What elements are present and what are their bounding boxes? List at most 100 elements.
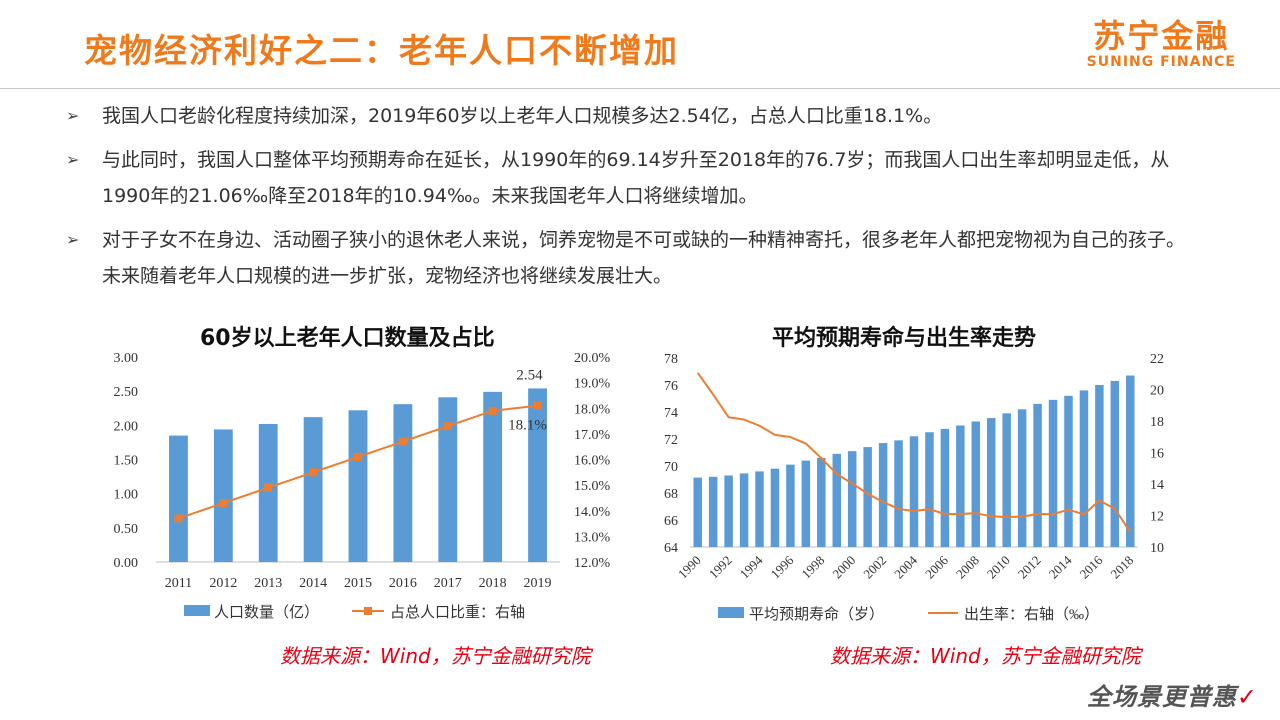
- bullet-text: 我国人口老龄化程度持续加深，2019年60岁以上老年人口规模多达2.54亿，占总…: [102, 105, 943, 127]
- y-tick-label: 72: [664, 433, 678, 448]
- y-tick-label: 76: [664, 379, 678, 394]
- y2-tick-label: 19.0%: [574, 377, 611, 392]
- bar: [940, 428, 950, 547]
- bar: [817, 457, 826, 547]
- logo-chinese-text: 苏宁金融: [1093, 17, 1230, 55]
- y-tick-label: 74: [664, 406, 678, 421]
- checkmark-icon: ✓: [1236, 683, 1258, 711]
- chart2-title: 平均预期寿命与出生率走势: [772, 326, 1037, 351]
- line-point-marker: [309, 468, 318, 477]
- x-tick-label: 2004: [891, 552, 920, 581]
- line-point-marker: [488, 406, 497, 415]
- data-label-line: 18.1%: [508, 418, 547, 434]
- y-tick-label: 64: [664, 541, 678, 556]
- y-tick-label: 3.00: [114, 351, 139, 366]
- legend-bar-label: 人口数量（亿）: [214, 604, 319, 621]
- series-line: [696, 372, 1132, 533]
- x-tick-label: 2006: [922, 552, 951, 581]
- y2-tick-label: 18: [1150, 415, 1164, 430]
- y2-tick-label: 20.0%: [574, 351, 611, 366]
- bar: [739, 473, 749, 547]
- y2-tick-label: 16.0%: [574, 454, 611, 469]
- bar: [1110, 380, 1120, 547]
- line-point-marker: [354, 452, 362, 461]
- bar: [1095, 385, 1104, 547]
- x-tick-label: 1992: [706, 553, 735, 582]
- y-tick-label: 0.00: [114, 556, 139, 571]
- x-tick-label: 2019: [524, 576, 552, 591]
- bar: [483, 391, 503, 562]
- line-point-marker: [174, 514, 183, 523]
- bar: [1033, 403, 1042, 547]
- y-tick-label: 2.00: [114, 419, 139, 434]
- bullet-list: ➢ 我国人口老龄化程度持续加深，2019年60岁以上老年人口规模多达2.54亿，…: [66, 98, 1196, 302]
- x-tick-label: 2008: [953, 553, 982, 582]
- x-tick-label: 1994: [737, 552, 766, 581]
- x-tick-label: 2015: [344, 576, 372, 591]
- bar: [925, 432, 934, 547]
- line-point-marker: [264, 483, 273, 492]
- legend-bar-label: 平均预期寿命（岁）: [749, 605, 884, 623]
- line-point-marker: [533, 401, 542, 410]
- x-tick-label: 2014: [299, 576, 327, 591]
- header-divider: [0, 88, 1280, 89]
- bar: [1064, 395, 1073, 547]
- bar: [847, 451, 857, 547]
- bar: [1079, 390, 1089, 547]
- bullet-text: 与此同时，我国人口整体平均预期寿命在延长，从1990年的69.14岁升至2018…: [102, 149, 1170, 207]
- bar: [169, 435, 188, 562]
- y-tick-label: 70: [664, 460, 678, 475]
- bar: [258, 423, 278, 562]
- y-tick-label: 1.50: [114, 454, 139, 469]
- page-title: 宠物经济利好之二：老年人口不断增加: [84, 31, 679, 70]
- bar: [393, 404, 413, 562]
- legend-line-label: 出生率：右轴（‰）: [964, 606, 1099, 623]
- y2-tick-label: 17.0%: [574, 428, 611, 443]
- bar: [213, 429, 233, 562]
- arrow-bullet-icon: ➢: [66, 230, 80, 249]
- y2-tick-label: 12.0%: [574, 556, 611, 571]
- bar: [1126, 375, 1135, 547]
- y2-tick-label: 14: [1150, 478, 1164, 493]
- bar: [894, 440, 903, 547]
- y-tick-label: 1.00: [114, 488, 139, 503]
- legend-bar-swatch: [718, 607, 744, 618]
- line-point-marker: [398, 437, 407, 446]
- chart-elderly-population: 0.00 0.50 1.00 1.50 2.00 2.50 3.00 12.0% 13.0% 14…: [114, 351, 611, 621]
- bar: [770, 468, 780, 547]
- bar: [878, 443, 888, 547]
- y-tick-label: 66: [664, 514, 678, 529]
- x-tick-label: 2000: [829, 553, 858, 582]
- bar: [693, 477, 702, 547]
- y2-tick-label: 14.0%: [574, 505, 611, 520]
- legend-line-marker: [364, 607, 372, 615]
- bar: [909, 436, 919, 547]
- y2-tick-label: 20: [1150, 384, 1164, 399]
- x-tick-label: 2002: [860, 553, 889, 582]
- bar: [801, 460, 811, 547]
- source-note-left: 数据来源：Wind，苏宁金融研究院: [280, 644, 591, 668]
- y2-tick-label: 12: [1150, 510, 1164, 525]
- arrow-bullet-icon: ➢: [66, 106, 80, 125]
- line-point-marker: [443, 422, 452, 431]
- legend-line-label: 占总人口比重：右轴: [390, 604, 525, 621]
- bar: [1048, 399, 1058, 547]
- x-tick-label: 2018: [1107, 553, 1136, 582]
- y-tick-label: 2.50: [114, 385, 139, 400]
- bar: [303, 417, 323, 562]
- brand-slogan: 全场景更普惠✓: [1087, 677, 1258, 712]
- bullet-item: ➢ 对于子女不在身边、活动圈子狭小的退休老人来说，饲养宠物是不可或缺的一种精神寄…: [66, 222, 1196, 294]
- bullet-text: 对于子女不在身边、活动圈子狭小的退休老人来说，饲养宠物是不可或缺的一种精神寄托，…: [102, 229, 1186, 287]
- slogan-text: 全场景更普惠: [1086, 683, 1237, 711]
- data-label-bar: 2.54: [516, 367, 543, 383]
- y-tick-label: 68: [664, 487, 678, 502]
- x-tick-label: 1998: [798, 553, 827, 582]
- bar: [832, 453, 842, 547]
- bar: [438, 397, 458, 562]
- x-tick-label: 2017: [434, 576, 462, 591]
- arrow-bullet-icon: ➢: [66, 150, 80, 169]
- y2-tick-label: 15.0%: [574, 479, 611, 494]
- x-tick-label: 2016: [1077, 552, 1106, 581]
- legend-bar-swatch: [184, 605, 210, 616]
